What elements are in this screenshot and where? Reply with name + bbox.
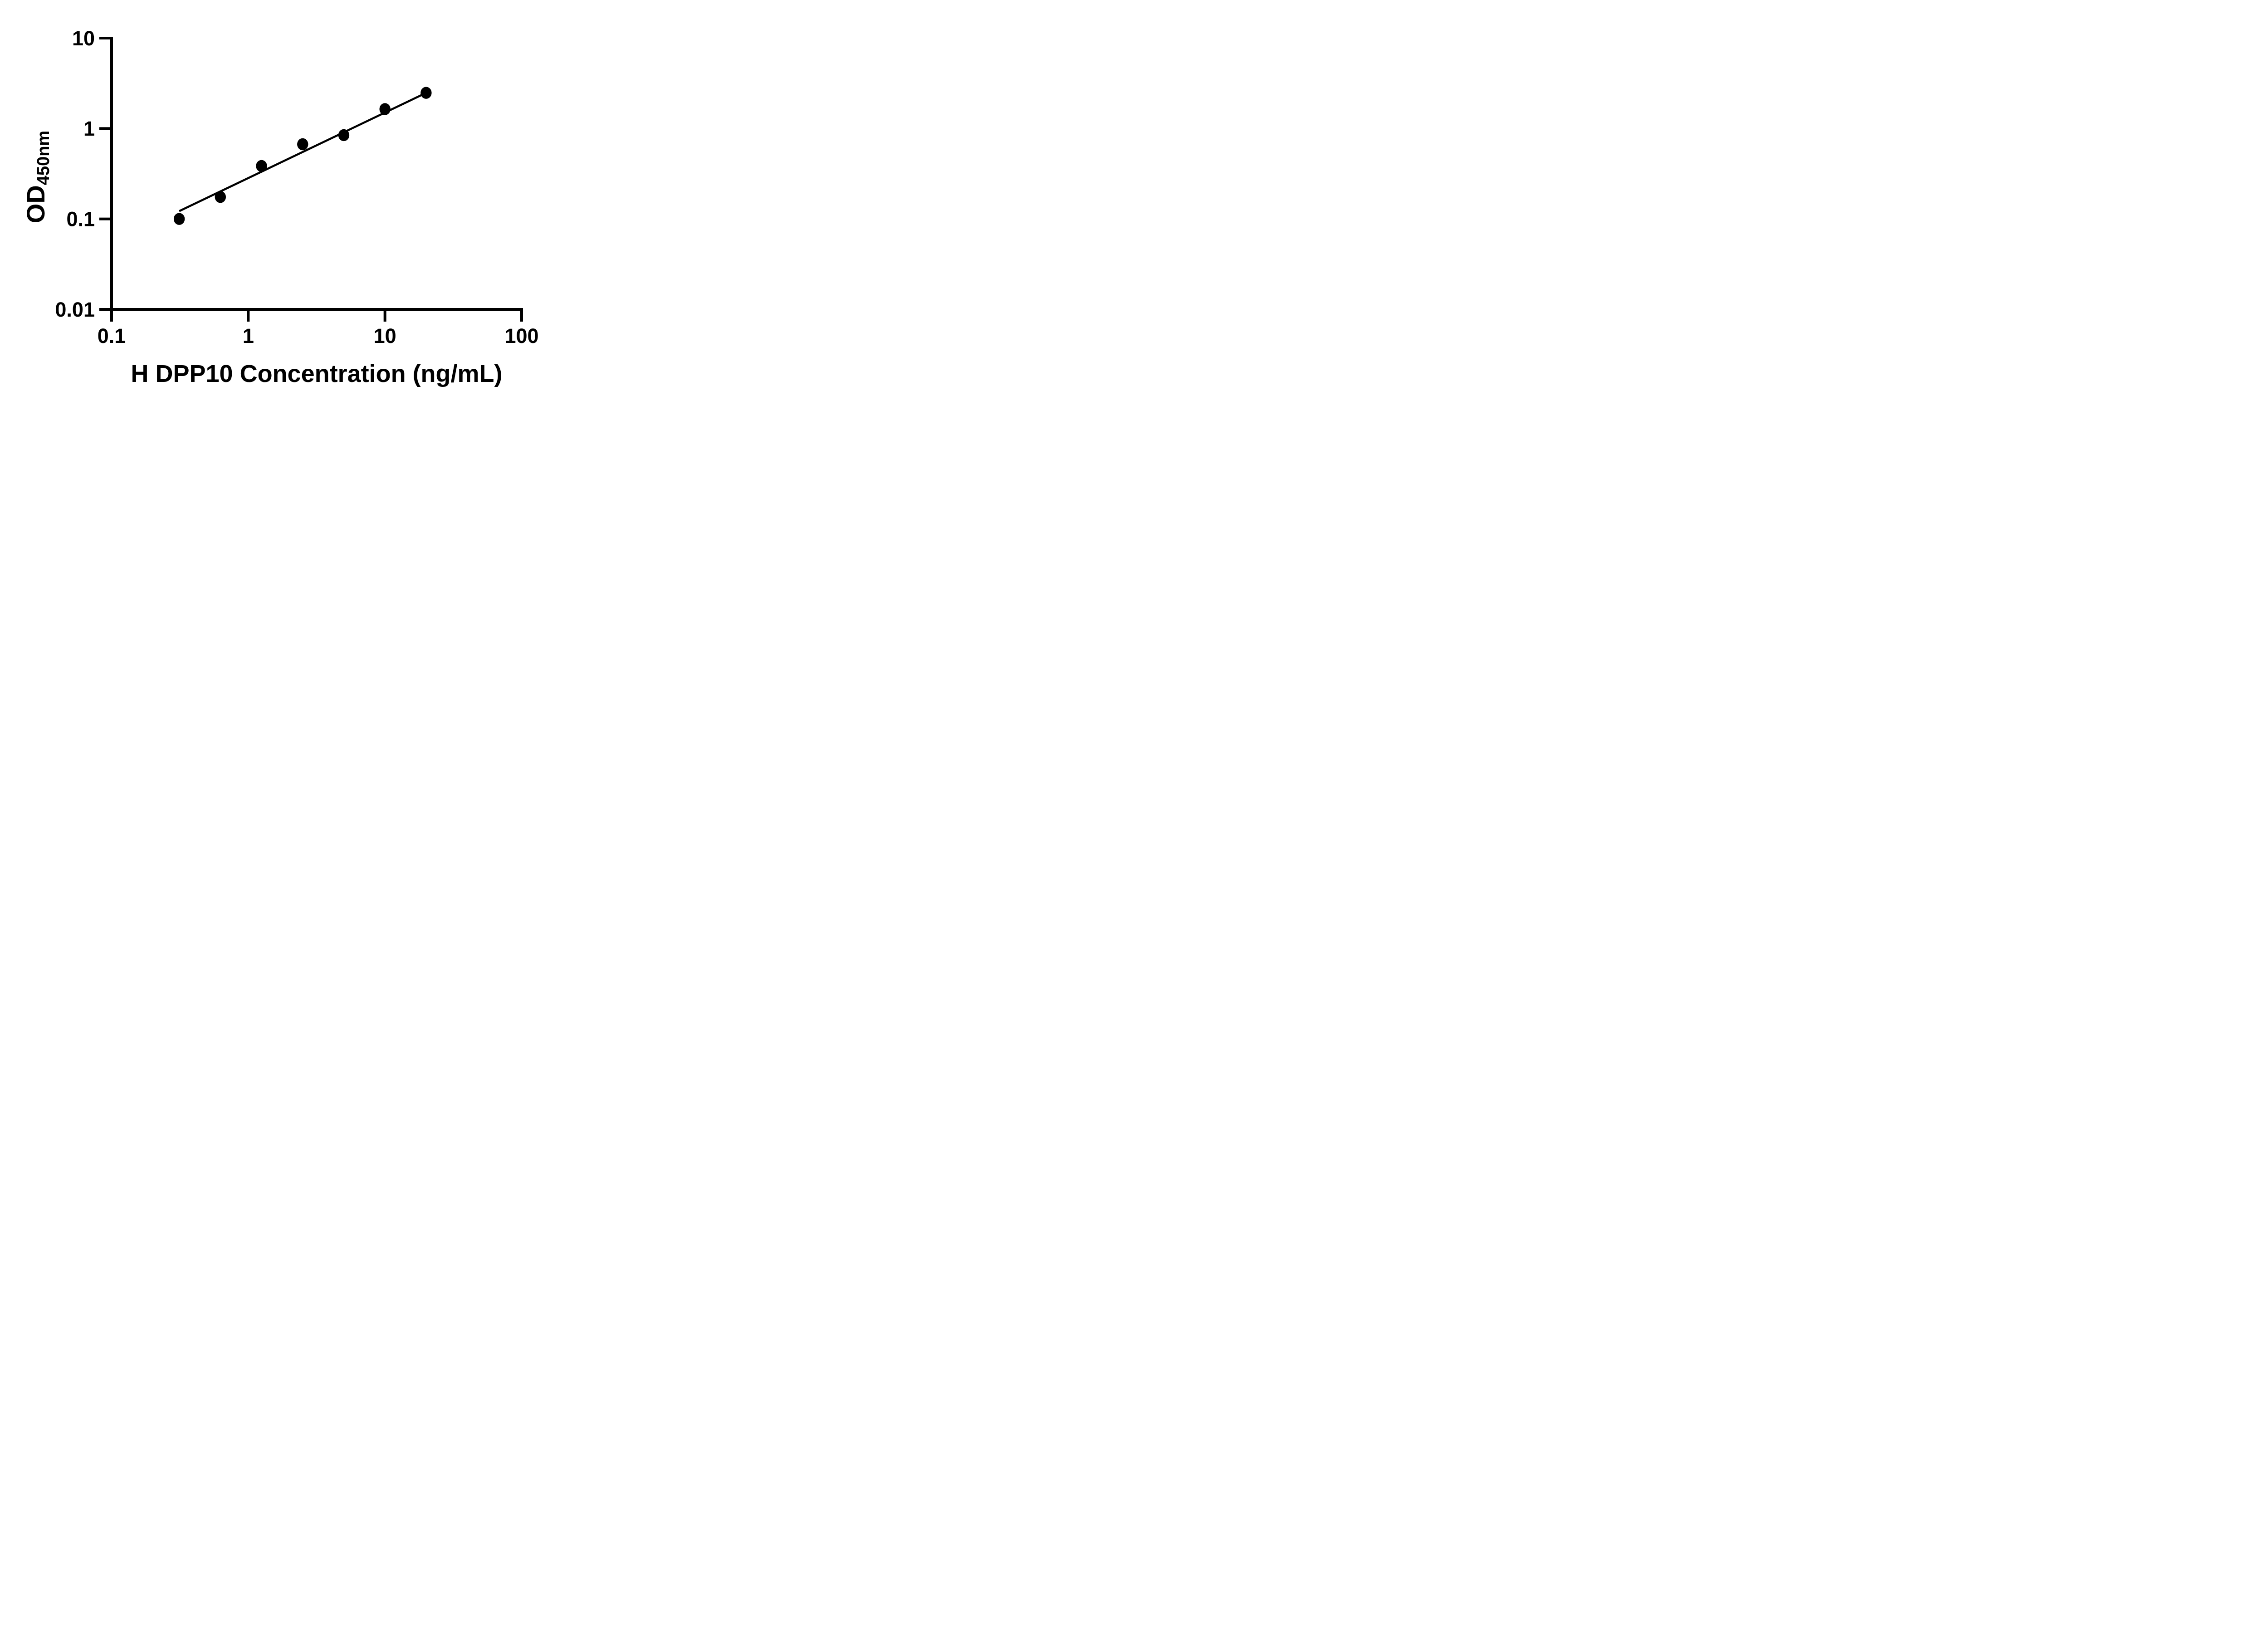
x-tick-label: 10 [374,324,396,347]
y-tick-mark [99,217,110,220]
y-axis-title: OD450nm [21,131,53,223]
x-tick-label: 1 [243,324,254,347]
chart-canvas: OD450nm H DPP10 Concentration (ng/mL) 0.… [21,27,539,387]
y-tick-label: 1 [83,117,95,140]
data-point [379,103,391,115]
y-tick-mark [99,37,110,39]
data-point [173,213,185,225]
y-tick-mark [99,127,110,130]
x-tick-mark [247,311,250,322]
data-point [420,87,432,99]
data-point [215,191,226,203]
plot-area [173,87,432,225]
y-tick-mark [99,308,110,311]
data-point [338,129,350,142]
x-tick-label: 100 [504,324,538,347]
y-tick-label: 0.01 [55,298,95,321]
data-point [297,138,308,151]
data-point [256,160,267,172]
x-tick-mark [383,311,386,322]
x-axis-title: H DPP10 Concentration (ng/mL) [131,360,502,387]
y-axis-title-subscript: 450nm [34,131,53,185]
y-tick-label: 0.1 [66,207,95,230]
x-tick-label: 0.1 [98,324,126,347]
y-tick-label: 10 [72,27,95,50]
y-axis-line [110,37,113,311]
elisa-standard-curve-figure: OD450nm H DPP10 Concentration (ng/mL) 0.… [0,0,583,408]
x-tick-mark [520,311,523,322]
x-axis-line [110,308,523,311]
x-tick-mark [110,311,113,322]
y-axis-title-main: OD [21,185,50,223]
